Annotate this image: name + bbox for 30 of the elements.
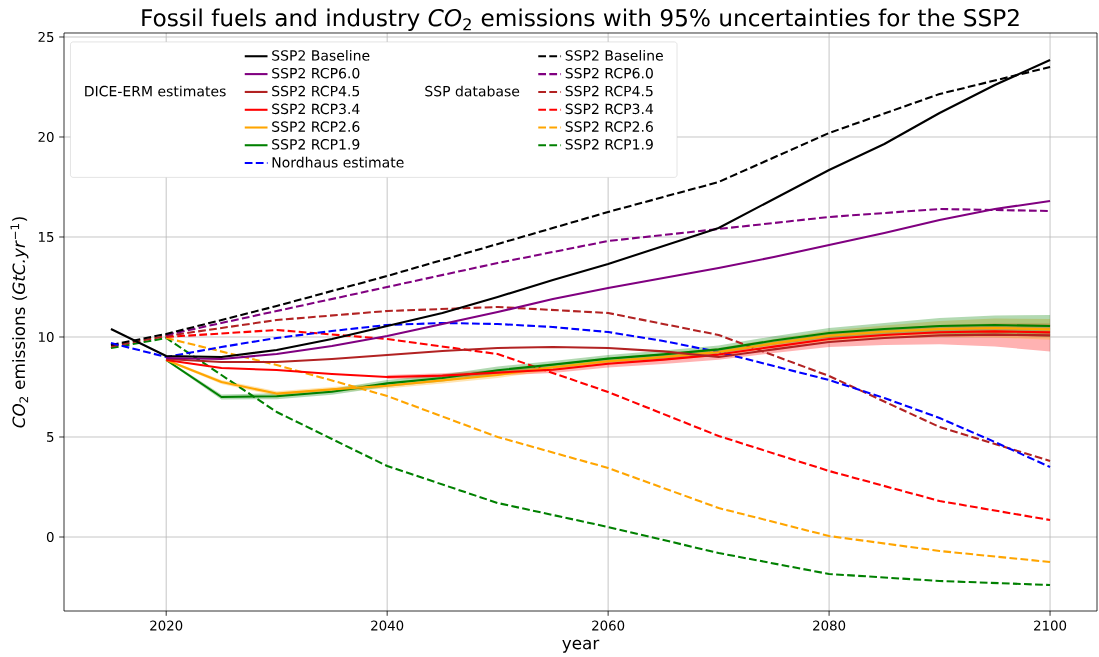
y-tick-label: 5 [47, 432, 54, 442]
legend-label: SSP2 RCP4.5 [272, 85, 360, 97]
chart-title: Fossil fuels and industry CO$_{2}$ emissions with 95% uncertainties for the SSP2 [142, 8, 1019, 31]
legend-label: SSP2 RCP2.6 [565, 121, 653, 132]
line-series [165, 328, 1052, 522]
y-tick-label: 25 [38, 31, 54, 43]
legend-label: SSP2 RCP6.0 [272, 67, 360, 79]
legend-label: SSP2 RCP4.5 [565, 85, 653, 97]
x-tick-label: 2080 [813, 620, 846, 631]
x-axis-title: year [562, 639, 600, 653]
legend-label: SSP2 RCP1.9 [565, 139, 653, 150]
y-tick-label: 15 [38, 232, 54, 242]
x-tick-label: 2020 [150, 620, 183, 631]
y-tick-label: 20 [38, 131, 54, 143]
annotation: DICE-ERM estimates [85, 85, 226, 97]
x-tick-label: 2060 [592, 620, 625, 631]
legend-label: SSP2 RCP1.9 [272, 139, 360, 150]
legend-label: Nordhaus estimate [272, 156, 404, 168]
y-tick-label: 0 [46, 531, 54, 543]
legend-label: SSP2 RCP3.4 [272, 103, 360, 115]
legend-label: SSP2 RCP6.0 [565, 67, 653, 79]
legend-label: SSP2 Baseline [272, 49, 370, 61]
annotation: SSP database [425, 85, 520, 97]
legend-label: SSP2 Baseline [565, 49, 663, 61]
y-tick-label: 10 [38, 331, 54, 343]
legend-label: SSP2 RCP2.6 [272, 121, 360, 132]
x-tick-label: 2100 [1034, 620, 1067, 631]
y-axis-title: CO$_{2}$ emissions (GtC.yr$^{−1}$) [10, 217, 29, 428]
x-tick-label: 2040 [371, 620, 404, 631]
legend-label: SSP2 RCP3.4 [565, 103, 654, 115]
